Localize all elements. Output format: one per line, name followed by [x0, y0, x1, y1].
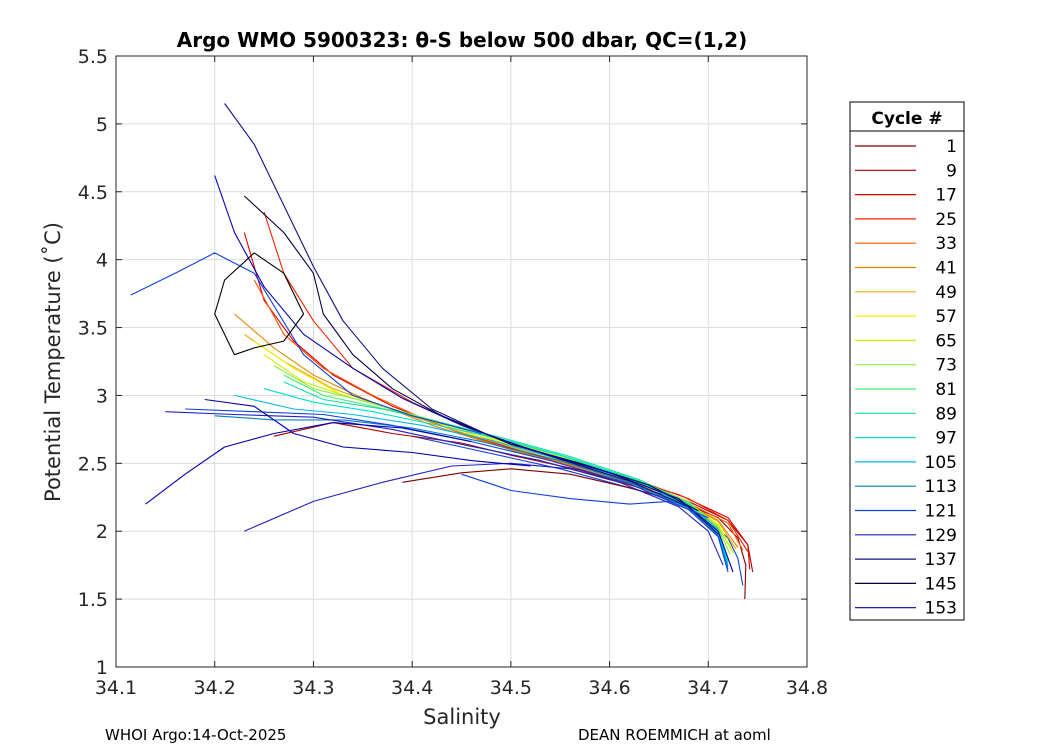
- legend-label: 33: [935, 234, 957, 254]
- legend-entry: 9: [855, 161, 957, 181]
- series-line-113: [214, 415, 729, 570]
- axes-box: [115, 55, 808, 668]
- series-line-153: [214, 175, 734, 573]
- y-tick-label: 3.5: [78, 318, 108, 340]
- x-tick-label: 34.5: [490, 677, 532, 699]
- legend-entry: 33: [855, 234, 957, 254]
- y-tick-label: 1.5: [78, 589, 108, 611]
- series-line-outlier-west: [130, 252, 482, 435]
- legend-label: 57: [935, 307, 957, 327]
- legend-label: 65: [935, 331, 957, 351]
- legend-entry: 153: [855, 599, 957, 619]
- legend-entry: 73: [855, 356, 957, 376]
- series-line-121: [185, 408, 729, 573]
- plot-area: 34.1 34.2 34.3 34.4 34.5 34.6 34.7 34.811.522.5…: [78, 46, 828, 699]
- legend-label: 137: [925, 550, 957, 570]
- legend-entry: 145: [855, 574, 957, 594]
- y-tick-label: 2.5: [78, 453, 108, 475]
- x-tick-label: 34.7: [687, 677, 729, 699]
- series-line-89: [283, 381, 729, 562]
- x-tick-label: 34.8: [786, 677, 828, 699]
- legend: Cycle # 1 9 17 25 33 41 49 57 65 73 81 89 97 105 113 12…: [849, 101, 965, 621]
- y-tick-label: 1: [96, 657, 108, 679]
- legend-entry: 121: [855, 502, 957, 522]
- legend-entry: 137: [855, 550, 957, 570]
- series-line-outlier-low: [145, 422, 472, 505]
- legend-label: 153: [925, 599, 957, 619]
- legend-entry: 41: [855, 259, 957, 279]
- x-axis-label: Salinity: [423, 705, 501, 729]
- legend-label: 97: [935, 429, 957, 449]
- legend-label: 81: [935, 380, 957, 400]
- legend-label: 121: [925, 502, 957, 522]
- legend-label: 129: [925, 526, 957, 546]
- series-line-loop-black: [214, 252, 305, 356]
- legend-label: 105: [925, 453, 957, 473]
- footer-left: WHOI Argo:14-Oct-2025: [105, 726, 286, 744]
- legend-entry: 97: [855, 429, 957, 449]
- legend-label: 49: [935, 283, 957, 303]
- legend-label: 113: [925, 477, 957, 497]
- series-line-outlier-bottom: [244, 462, 610, 532]
- legend-entry: 89: [855, 404, 957, 424]
- legend-entry: 49: [855, 283, 957, 303]
- series-line-137: [224, 103, 719, 535]
- legend-entry: 113: [855, 477, 957, 497]
- legend-entry: 57: [855, 307, 957, 327]
- y-tick-label: 2: [96, 521, 108, 543]
- series-line-129: [165, 411, 724, 566]
- x-tick-label: 34.1: [95, 677, 137, 699]
- y-tick-label: 4: [96, 250, 108, 272]
- footer-right: DEAN ROEMMICH at aoml: [578, 726, 771, 744]
- legend-entry: 129: [855, 526, 957, 546]
- y-axis-label: Potential Temperature (˚C): [41, 222, 65, 502]
- legend-label: 41: [935, 259, 957, 279]
- x-tick-label: 34.3: [292, 677, 334, 699]
- legend-label: 25: [935, 210, 957, 230]
- axes-background: [116, 56, 807, 667]
- data-series: [130, 103, 754, 600]
- legend-entry: 1: [855, 137, 957, 157]
- legend-entry: 65: [855, 331, 957, 351]
- y-tick-label: 4.5: [78, 182, 108, 204]
- legend-label: 73: [935, 356, 957, 376]
- y-tick-label: 3: [96, 385, 108, 407]
- series-line-9: [273, 422, 754, 573]
- legend-entry: 25: [855, 210, 957, 230]
- y-tick-label: 5.5: [78, 46, 108, 68]
- legend-title: Cycle #: [871, 109, 942, 129]
- series-line-outlier-mid: [204, 398, 531, 467]
- series-line-73: [273, 365, 731, 555]
- legend-label: 1: [946, 137, 957, 157]
- y-tick-label: 5: [96, 114, 108, 136]
- axis-ticks: 34.1 34.2 34.3 34.4 34.5 34.6 34.7 34.811.522.5…: [78, 46, 828, 699]
- series-line-outlier-dip: [461, 473, 709, 519]
- chart-title: Argo WMO 5900323: θ-S below 500 dbar, QC…: [177, 28, 747, 52]
- legend-entries: 1 9 17 25 33 41 49 57 65 73 81 89 97 105 113 121 129 137 1…: [855, 137, 957, 619]
- legend-entry: 17: [855, 186, 957, 206]
- x-tick-label: 34.4: [391, 677, 433, 699]
- legend-label: 9: [946, 161, 957, 181]
- legend-box: [849, 101, 965, 621]
- legend-entry: 81: [855, 380, 957, 400]
- legend-label: 145: [925, 574, 957, 594]
- legend-label: 17: [935, 186, 957, 206]
- x-tick-label: 34.2: [194, 677, 236, 699]
- legend-entry: 105: [855, 453, 957, 473]
- x-tick-label: 34.6: [588, 677, 630, 699]
- legend-label: 89: [935, 404, 957, 424]
